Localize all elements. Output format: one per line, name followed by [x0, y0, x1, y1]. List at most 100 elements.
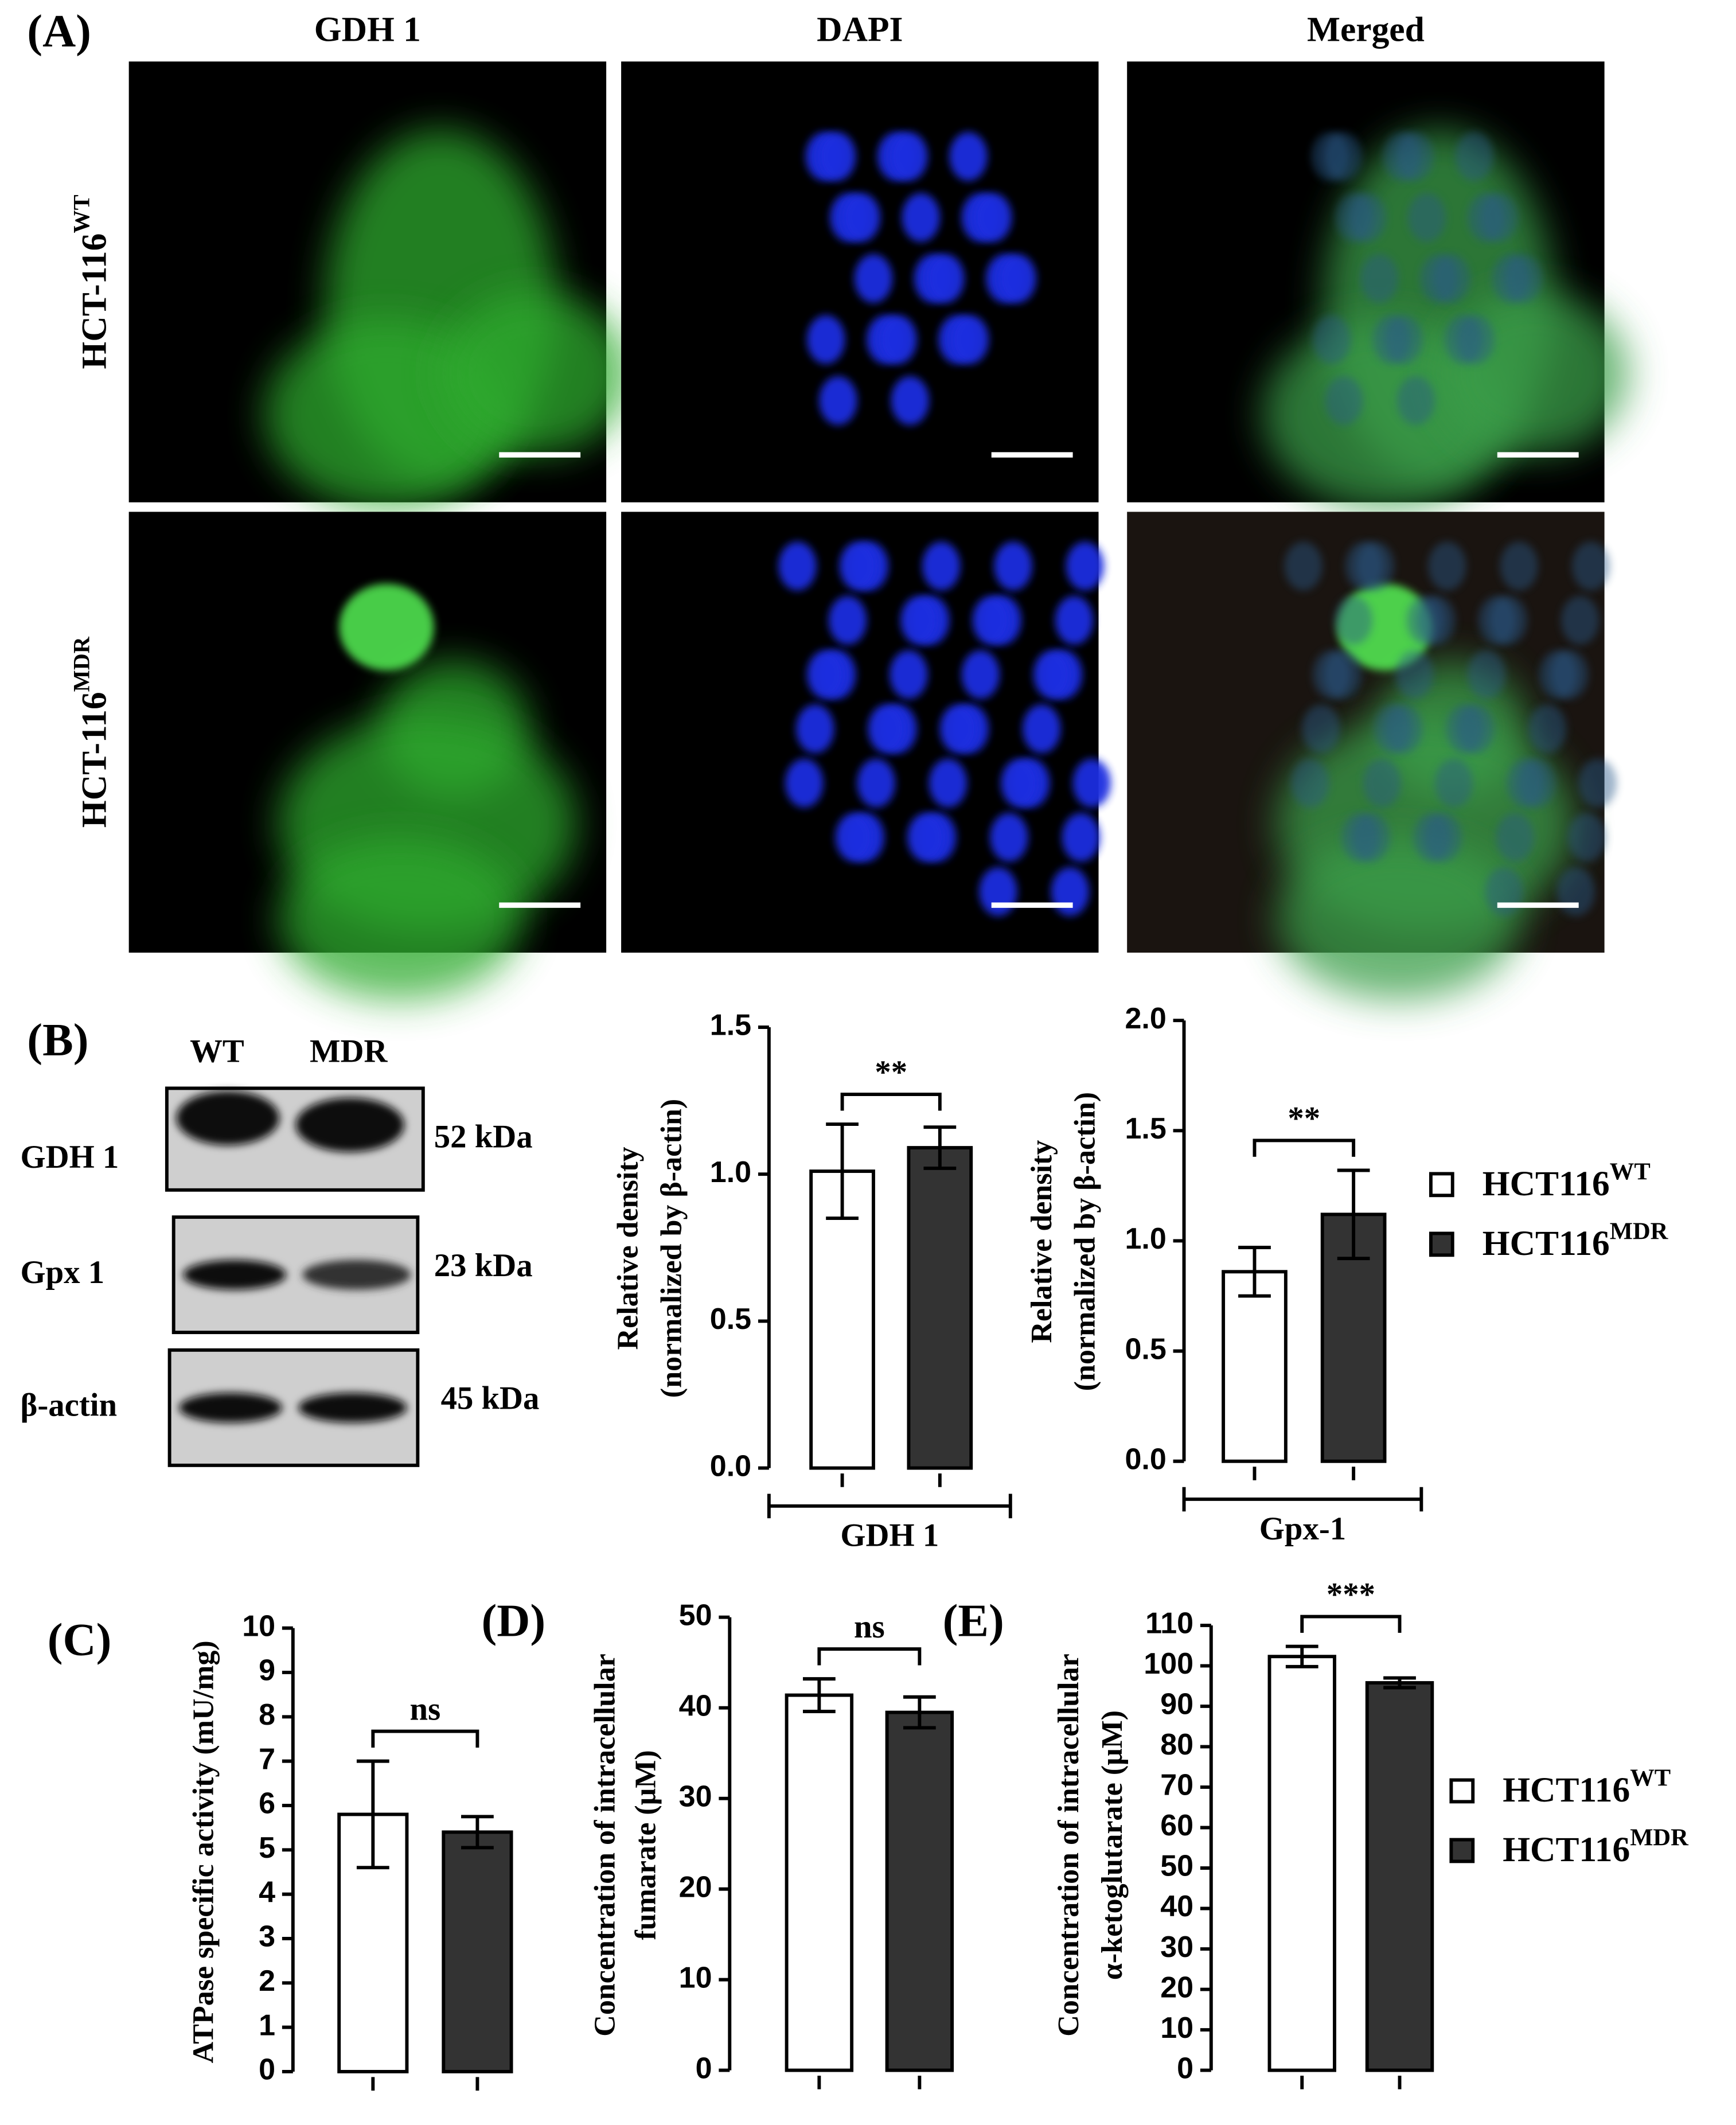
nucleus — [990, 813, 1028, 862]
y-tick-label: 10 — [679, 1961, 712, 1994]
y-tick-label: 30 — [1160, 1931, 1193, 1964]
nucleus — [961, 650, 1000, 699]
nucleus — [785, 758, 824, 808]
y-tick-label: 0.0 — [710, 1449, 751, 1483]
nucleus — [902, 193, 940, 242]
y-tick-label: 60 — [1160, 1809, 1193, 1842]
y-axis-label: Concentration of intracellular — [588, 1654, 621, 2036]
nucleus — [1341, 813, 1380, 862]
nucleus — [1360, 254, 1399, 303]
nucleus — [929, 758, 968, 808]
nucleus — [998, 254, 1036, 303]
nucleus — [1023, 704, 1061, 754]
significance-label: ns — [410, 1691, 441, 1728]
protein-label: β-actin — [20, 1387, 117, 1424]
significance-label: ns — [854, 1609, 885, 1645]
gdh-stain — [440, 292, 631, 455]
legend-superscript: MDR — [1610, 1218, 1669, 1245]
nucleus — [1556, 867, 1595, 917]
nucleus — [1325, 376, 1363, 426]
legend-name: HCT116 — [1503, 1771, 1630, 1810]
nucleus — [1561, 595, 1600, 645]
nucleus — [1480, 193, 1518, 242]
y-tick-label: 8 — [259, 1698, 275, 1732]
panel-label: (E) — [943, 1595, 1004, 1646]
y-axis-label: Concentration of intracellular — [1052, 1654, 1085, 2036]
nucleus — [1507, 758, 1545, 808]
y-tick-label: 110 — [1145, 1607, 1193, 1640]
row-label-superscript: WT — [69, 194, 95, 233]
significance-label: *** — [1327, 1576, 1375, 1612]
nucleus — [891, 376, 929, 426]
nucleus — [1384, 315, 1423, 364]
y-tick-label: 5 — [259, 1831, 275, 1865]
legend-superscript: WT — [1630, 1764, 1671, 1791]
nucleus — [842, 193, 880, 242]
panel-label: (C) — [48, 1614, 112, 1665]
legend-label: HCT116WT — [1483, 1158, 1651, 1203]
y-axis-label: (normalized by β-actin) — [1069, 1092, 1102, 1391]
nucleus — [807, 650, 845, 699]
bar — [785, 1693, 854, 2072]
nucleus — [973, 193, 1012, 242]
nucleus — [890, 650, 928, 699]
gdh-stain — [1276, 837, 1520, 1000]
y-tick-label: 0.5 — [710, 1303, 751, 1336]
y-axis-label: α-ketoglutarate (μM) — [1096, 1710, 1129, 1980]
category-bracket — [767, 1494, 1012, 1519]
nucleus — [1485, 867, 1523, 917]
y-tick-label: 50 — [1160, 1850, 1193, 1883]
bar — [885, 1710, 954, 2072]
nucleus — [1335, 595, 1373, 645]
nucleus — [1455, 132, 1493, 181]
y-tick-label: 0 — [696, 2052, 712, 2085]
nucleus — [1478, 595, 1516, 645]
row-label-superscript: MDR — [69, 636, 95, 692]
y-tick-label: 2 — [259, 1964, 275, 1998]
y-tick-label: 40 — [679, 1689, 712, 1722]
y-tick-label: 2.0 — [1125, 1002, 1166, 1035]
nucleus — [1413, 813, 1452, 862]
bar — [1365, 1681, 1434, 2072]
nucleus — [1428, 541, 1466, 591]
legend-swatch — [1449, 1838, 1475, 1863]
y-tick-label: 9 — [259, 1654, 275, 1687]
blot-band — [295, 1097, 404, 1152]
significance-bracket — [1300, 1615, 1402, 1633]
protein-label: Gpx 1 — [20, 1254, 104, 1290]
micrograph — [1127, 61, 1629, 509]
nucleus — [1445, 704, 1484, 754]
nucleus — [1567, 813, 1606, 862]
micrograph — [621, 61, 1099, 502]
significance-label: ** — [875, 1054, 907, 1090]
row-label: HCT-116MDR — [69, 636, 114, 828]
nucleus — [1432, 254, 1470, 303]
legend-label: HCT116WT — [1503, 1764, 1671, 1810]
blot-band — [179, 1393, 282, 1423]
nucleus — [819, 376, 857, 426]
bar — [1222, 1270, 1288, 1463]
band-size: 45 kDa — [441, 1381, 540, 1417]
nucleus — [818, 132, 856, 181]
y-tick-label: 4 — [259, 1876, 275, 1909]
nucleus — [868, 704, 906, 754]
band-size: 23 kDa — [434, 1247, 533, 1284]
legend-superscript: MDR — [1630, 1824, 1689, 1851]
legend-swatch — [1449, 1778, 1475, 1804]
y-axis-label: ATPase specific activity (mU/mg) — [187, 1640, 220, 2063]
gdh-stain — [278, 837, 522, 1000]
nucleus — [994, 541, 1032, 591]
y-tick-label: 20 — [679, 1870, 712, 1904]
nucleus — [1528, 704, 1567, 754]
legend-swatch — [1429, 1231, 1454, 1257]
nucleus — [979, 867, 1017, 917]
micrograph — [128, 512, 607, 1000]
panel-label: (A) — [27, 6, 91, 57]
error-bar — [802, 1677, 836, 1713]
bar — [442, 1830, 513, 2073]
nucleus — [949, 132, 988, 181]
x-category-label: GDH 1 — [840, 1518, 939, 1554]
nucleus — [778, 541, 817, 591]
